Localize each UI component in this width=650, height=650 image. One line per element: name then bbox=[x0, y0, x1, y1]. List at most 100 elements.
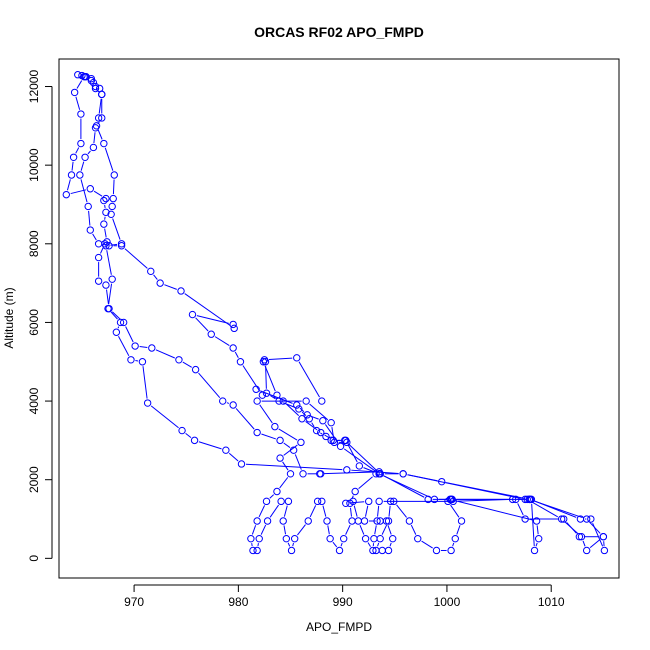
data-point bbox=[298, 415, 306, 423]
data-point bbox=[312, 426, 321, 435]
series-line-segment bbox=[66, 179, 71, 191]
data-point bbox=[282, 534, 291, 543]
series-line-segment bbox=[311, 422, 315, 427]
series-line-segment bbox=[421, 540, 433, 549]
series-line-segment bbox=[327, 525, 330, 535]
data-point bbox=[117, 242, 126, 250]
data-point bbox=[335, 546, 344, 555]
y-tick-label: 2000 bbox=[27, 466, 41, 493]
data-point bbox=[444, 497, 452, 506]
data-point bbox=[273, 487, 281, 496]
series-line-segment bbox=[343, 448, 376, 472]
series-line-segment bbox=[363, 467, 376, 473]
data-point bbox=[188, 310, 197, 319]
series-line-segment bbox=[142, 366, 148, 399]
series-line-segment bbox=[268, 357, 293, 361]
data-point bbox=[94, 114, 103, 122]
series-line-segment bbox=[305, 421, 318, 431]
data-point bbox=[127, 356, 135, 364]
data-point bbox=[207, 330, 215, 338]
data-point bbox=[378, 546, 386, 555]
data-point bbox=[86, 185, 94, 193]
data-point bbox=[389, 534, 397, 543]
series-line-segment bbox=[80, 179, 88, 203]
data-point bbox=[530, 546, 539, 555]
y-tick-label: 6000 bbox=[27, 309, 41, 336]
series-line-segment bbox=[87, 150, 91, 155]
series-line-segment bbox=[283, 505, 288, 517]
data-point bbox=[94, 253, 103, 262]
series-line-segment bbox=[340, 542, 343, 547]
series-line-segment bbox=[535, 542, 538, 547]
data-point bbox=[107, 210, 115, 219]
series-line-segment bbox=[454, 499, 533, 521]
data-point bbox=[318, 497, 326, 506]
series-line-segment bbox=[283, 402, 295, 408]
data-point bbox=[360, 517, 369, 525]
y-tick-label: 0 bbox=[27, 555, 41, 562]
data-point bbox=[527, 495, 536, 504]
data-point bbox=[354, 517, 362, 525]
data-point bbox=[175, 356, 183, 364]
series-line-segment bbox=[235, 408, 255, 430]
y-tick-label: 4000 bbox=[27, 387, 41, 414]
data-point bbox=[262, 497, 271, 506]
data-point bbox=[261, 358, 270, 366]
series-line-segment bbox=[155, 349, 175, 359]
data-point bbox=[339, 534, 348, 543]
data-point bbox=[229, 344, 237, 352]
data-point bbox=[599, 533, 608, 541]
series-line-segment bbox=[332, 541, 338, 548]
series-line-segment bbox=[533, 500, 583, 519]
data-point bbox=[81, 72, 89, 81]
series-line-segment bbox=[298, 361, 320, 398]
series-line-segment bbox=[345, 524, 351, 535]
data-point bbox=[305, 415, 313, 423]
series-line-segment bbox=[242, 365, 261, 392]
data-point bbox=[177, 287, 185, 295]
series-line-segment bbox=[358, 476, 373, 489]
data-point bbox=[304, 517, 312, 525]
series-line-segment bbox=[387, 525, 392, 535]
series-line-segment bbox=[350, 501, 365, 504]
data-point bbox=[587, 515, 595, 523]
series-line-segment bbox=[283, 444, 298, 456]
data-point bbox=[361, 534, 370, 543]
series-line-segment bbox=[257, 543, 259, 547]
series-line-segment bbox=[97, 121, 100, 125]
series-line-segment bbox=[106, 289, 109, 305]
series-line-segment bbox=[374, 525, 377, 535]
data-point bbox=[148, 344, 156, 352]
series-line-segment bbox=[353, 505, 358, 517]
series-line-segment bbox=[388, 505, 391, 517]
series-line-segment bbox=[185, 432, 192, 438]
series-line-segment bbox=[407, 474, 521, 499]
data-point bbox=[295, 405, 303, 413]
data-point bbox=[535, 534, 543, 543]
data-point bbox=[317, 428, 325, 437]
series-line-segment bbox=[349, 507, 353, 517]
data-point bbox=[405, 517, 414, 525]
data-point bbox=[376, 534, 384, 543]
series-line-segment bbox=[270, 395, 276, 400]
data-point bbox=[343, 466, 351, 474]
series-line-segment bbox=[367, 542, 371, 547]
data-point bbox=[236, 358, 245, 366]
data-point bbox=[69, 153, 78, 161]
series-line-segment bbox=[117, 326, 120, 329]
y-tick-label: 12000 bbox=[27, 70, 41, 104]
series-line-segment bbox=[88, 210, 91, 226]
series-line-segment bbox=[389, 542, 392, 547]
data-point bbox=[109, 194, 117, 203]
series-line-segment bbox=[531, 503, 535, 547]
data-point bbox=[414, 534, 422, 543]
series-line-segment bbox=[139, 346, 148, 348]
data-point bbox=[276, 454, 284, 462]
data-point bbox=[276, 436, 284, 445]
data-point bbox=[91, 124, 100, 132]
data-point bbox=[105, 304, 113, 313]
data-point bbox=[108, 275, 116, 283]
data-point bbox=[286, 470, 295, 478]
series-line-segment bbox=[97, 129, 103, 140]
